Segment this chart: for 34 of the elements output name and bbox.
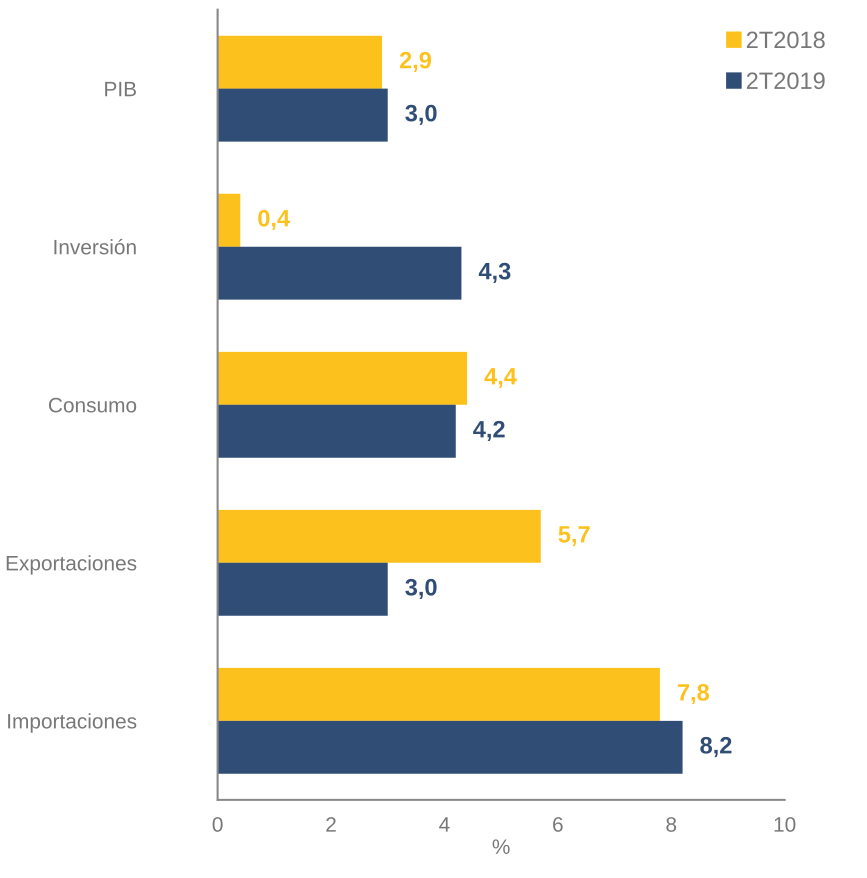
x-tick-label: 10 xyxy=(774,817,796,832)
x-axis-title: % xyxy=(492,839,510,854)
data-label: 7,8 xyxy=(678,684,709,704)
legend-label: 2T2018 xyxy=(746,32,825,48)
y-tick-label: Inversión xyxy=(54,238,136,254)
bar xyxy=(218,404,456,458)
legend-label: 2T2019 xyxy=(746,72,825,90)
y-tick-label: Exportaciones xyxy=(6,555,136,575)
bar xyxy=(218,668,660,721)
data-label: 5,7 xyxy=(558,526,590,546)
x-tick-label: 8 xyxy=(666,817,676,832)
data-label: 4,3 xyxy=(478,262,510,283)
bar xyxy=(218,36,382,89)
data-label: 8,2 xyxy=(700,736,732,758)
data-label: 4,4 xyxy=(484,368,517,388)
bar xyxy=(218,562,388,616)
data-label: 3,0 xyxy=(405,104,437,125)
bar xyxy=(218,246,462,300)
x-tick-label: 0 xyxy=(212,817,223,832)
x-tick-label: 4 xyxy=(439,817,450,832)
data-label: 0,4 xyxy=(258,210,290,230)
data-label: 2,9 xyxy=(400,52,432,72)
data-label: 4,2 xyxy=(473,420,505,441)
y-tick-label: Consumo xyxy=(48,398,136,413)
y-tick-label: Importaciones xyxy=(8,713,136,733)
y-tick-label: PIB xyxy=(105,82,136,96)
bar xyxy=(218,194,240,247)
bar xyxy=(218,352,468,405)
bar xyxy=(218,720,683,774)
bar xyxy=(218,88,388,142)
x-tick-label: 2 xyxy=(326,817,336,832)
bar xyxy=(218,510,541,563)
x-tick-label: 6 xyxy=(553,817,563,832)
data-label: 3,0 xyxy=(405,578,437,600)
